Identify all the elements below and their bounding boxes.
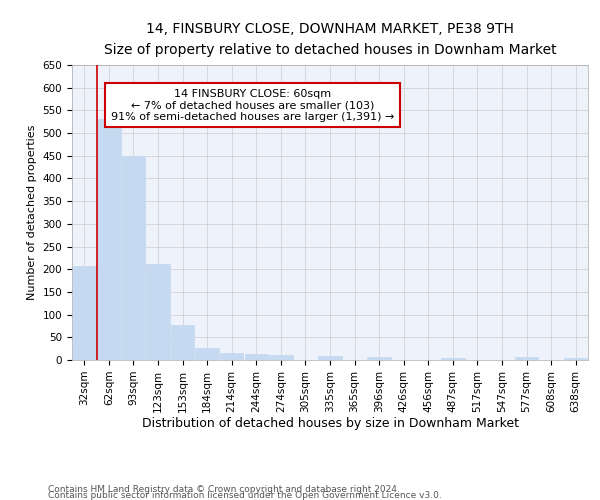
Bar [245, 354, 268, 360]
Bar [220, 352, 244, 360]
Text: 14 FINSBURY CLOSE: 60sqm
← 7% of detached houses are smaller (103)
91% of semi-d: 14 FINSBURY CLOSE: 60sqm ← 7% of detache… [111, 88, 394, 122]
Bar [441, 358, 464, 360]
Bar [196, 348, 219, 360]
Bar [515, 358, 538, 360]
Bar [269, 356, 293, 360]
Bar [97, 120, 121, 360]
Bar [171, 324, 194, 360]
Bar [367, 357, 391, 360]
Bar [73, 266, 96, 360]
Bar [319, 356, 341, 360]
Y-axis label: Number of detached properties: Number of detached properties [27, 125, 37, 300]
X-axis label: Distribution of detached houses by size in Downham Market: Distribution of detached houses by size … [142, 418, 518, 430]
Text: Contains HM Land Registry data © Crown copyright and database right 2024.: Contains HM Land Registry data © Crown c… [48, 485, 400, 494]
Bar [146, 264, 170, 360]
Text: Contains public sector information licensed under the Open Government Licence v3: Contains public sector information licen… [48, 490, 442, 500]
Title: 14, FINSBURY CLOSE, DOWNHAM MARKET, PE38 9TH
Size of property relative to detach: 14, FINSBURY CLOSE, DOWNHAM MARKET, PE38… [104, 22, 556, 57]
Bar [564, 358, 587, 360]
Bar [122, 156, 145, 360]
